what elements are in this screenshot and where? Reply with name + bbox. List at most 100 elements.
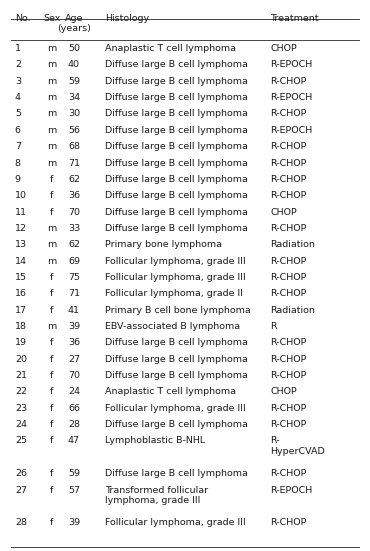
Text: R-CHOP: R-CHOP — [270, 191, 306, 200]
Text: 66: 66 — [68, 404, 80, 413]
Text: 27: 27 — [15, 485, 27, 494]
Text: 11: 11 — [15, 208, 27, 217]
Text: f: f — [50, 191, 54, 200]
Text: 1: 1 — [15, 44, 21, 53]
Text: m: m — [47, 93, 57, 102]
Text: 22: 22 — [15, 387, 27, 396]
Text: Lymphoblastic B-NHL: Lymphoblastic B-NHL — [105, 436, 206, 445]
Text: R-EPOCH: R-EPOCH — [270, 126, 312, 135]
Text: f: f — [50, 436, 54, 445]
Text: Radiation: Radiation — [270, 240, 315, 249]
Text: f: f — [50, 175, 54, 184]
Text: m: m — [47, 159, 57, 168]
Text: 10: 10 — [15, 191, 27, 200]
Text: 19: 19 — [15, 338, 27, 347]
Text: 15: 15 — [15, 273, 27, 282]
Text: 39: 39 — [68, 322, 80, 331]
Text: m: m — [47, 322, 57, 331]
Text: R-CHOP: R-CHOP — [270, 142, 306, 151]
Text: 21: 21 — [15, 371, 27, 380]
Text: Sex: Sex — [43, 14, 60, 23]
Text: Diffuse large B cell lymphoma: Diffuse large B cell lymphoma — [105, 420, 248, 429]
Text: 69: 69 — [68, 257, 80, 266]
Text: 3: 3 — [15, 77, 21, 86]
Text: Age
(years): Age (years) — [57, 14, 91, 33]
Text: f: f — [50, 273, 54, 282]
Text: Follicular lymphoma, grade III: Follicular lymphoma, grade III — [105, 257, 246, 266]
Text: f: f — [50, 469, 54, 478]
Text: 28: 28 — [68, 420, 80, 429]
Text: m: m — [47, 240, 57, 249]
Text: 75: 75 — [68, 273, 80, 282]
Text: 7: 7 — [15, 142, 21, 151]
Text: Diffuse large B cell lymphoma: Diffuse large B cell lymphoma — [105, 224, 248, 233]
Text: No.: No. — [15, 14, 30, 23]
Text: Diffuse large B cell lymphoma: Diffuse large B cell lymphoma — [105, 191, 248, 200]
Text: R-CHOP: R-CHOP — [270, 289, 306, 298]
Text: 27: 27 — [68, 355, 80, 364]
Text: m: m — [47, 77, 57, 86]
Text: m: m — [47, 44, 57, 53]
Text: 26: 26 — [15, 469, 27, 478]
Text: 59: 59 — [68, 469, 80, 478]
Text: 24: 24 — [68, 387, 80, 396]
Text: Diffuse large B cell lymphoma: Diffuse large B cell lymphoma — [105, 61, 248, 69]
Text: EBV-associated B lymphoma: EBV-associated B lymphoma — [105, 322, 240, 331]
Text: R-CHOP: R-CHOP — [270, 257, 306, 266]
Text: R-CHOP: R-CHOP — [270, 469, 306, 478]
Text: R-EPOCH: R-EPOCH — [270, 485, 312, 494]
Text: 36: 36 — [68, 191, 80, 200]
Text: 20: 20 — [15, 355, 27, 364]
Text: R-CHOP: R-CHOP — [270, 518, 306, 527]
Text: f: f — [50, 485, 54, 494]
Text: 62: 62 — [68, 240, 80, 249]
Text: Histology: Histology — [105, 14, 149, 23]
Text: f: f — [50, 387, 54, 396]
Text: R-CHOP: R-CHOP — [270, 224, 306, 233]
Text: R-CHOP: R-CHOP — [270, 355, 306, 364]
Text: f: f — [50, 371, 54, 380]
Text: 2: 2 — [15, 61, 21, 69]
Text: R-CHOP: R-CHOP — [270, 420, 306, 429]
Text: Radiation: Radiation — [270, 306, 315, 315]
Text: Primary bone lymphoma: Primary bone lymphoma — [105, 240, 222, 249]
Text: 4: 4 — [15, 93, 21, 102]
Text: m: m — [47, 61, 57, 69]
Text: R-CHOP: R-CHOP — [270, 371, 306, 380]
Text: Diffuse large B cell lymphoma: Diffuse large B cell lymphoma — [105, 126, 248, 135]
Text: Diffuse large B cell lymphoma: Diffuse large B cell lymphoma — [105, 355, 248, 364]
Text: Anaplastic T cell lymphoma: Anaplastic T cell lymphoma — [105, 44, 236, 53]
Text: f: f — [50, 289, 54, 298]
Text: m: m — [47, 257, 57, 266]
Text: f: f — [50, 420, 54, 429]
Text: 8: 8 — [15, 159, 21, 168]
Text: R-CHOP: R-CHOP — [270, 159, 306, 168]
Text: Diffuse large B cell lymphoma: Diffuse large B cell lymphoma — [105, 469, 248, 478]
Text: R-CHOP: R-CHOP — [270, 175, 306, 184]
Text: 62: 62 — [68, 175, 80, 184]
Text: R-CHOP: R-CHOP — [270, 273, 306, 282]
Text: R-EPOCH: R-EPOCH — [270, 61, 312, 69]
Text: m: m — [47, 110, 57, 118]
Text: 70: 70 — [68, 208, 80, 217]
Text: 34: 34 — [68, 93, 80, 102]
Text: 41: 41 — [68, 306, 80, 315]
Text: CHOP: CHOP — [270, 208, 297, 217]
Text: R-
HyperCVAD: R- HyperCVAD — [270, 436, 325, 456]
Text: Diffuse large B cell lymphoma: Diffuse large B cell lymphoma — [105, 142, 248, 151]
Text: 12: 12 — [15, 224, 27, 233]
Text: R-CHOP: R-CHOP — [270, 110, 306, 118]
Text: 14: 14 — [15, 257, 27, 266]
Text: R-CHOP: R-CHOP — [270, 404, 306, 413]
Text: Follicular lymphoma, grade III: Follicular lymphoma, grade III — [105, 273, 246, 282]
Text: 57: 57 — [68, 485, 80, 494]
Text: f: f — [50, 306, 54, 315]
Text: 68: 68 — [68, 142, 80, 151]
Text: R-CHOP: R-CHOP — [270, 338, 306, 347]
Text: Diffuse large B cell lymphoma: Diffuse large B cell lymphoma — [105, 338, 248, 347]
Text: 50: 50 — [68, 44, 80, 53]
Text: Diffuse large B cell lymphoma: Diffuse large B cell lymphoma — [105, 77, 248, 86]
Text: R-EPOCH: R-EPOCH — [270, 93, 312, 102]
Text: Follicular lymphoma, grade III: Follicular lymphoma, grade III — [105, 518, 246, 527]
Text: Diffuse large B cell lymphoma: Diffuse large B cell lymphoma — [105, 159, 248, 168]
